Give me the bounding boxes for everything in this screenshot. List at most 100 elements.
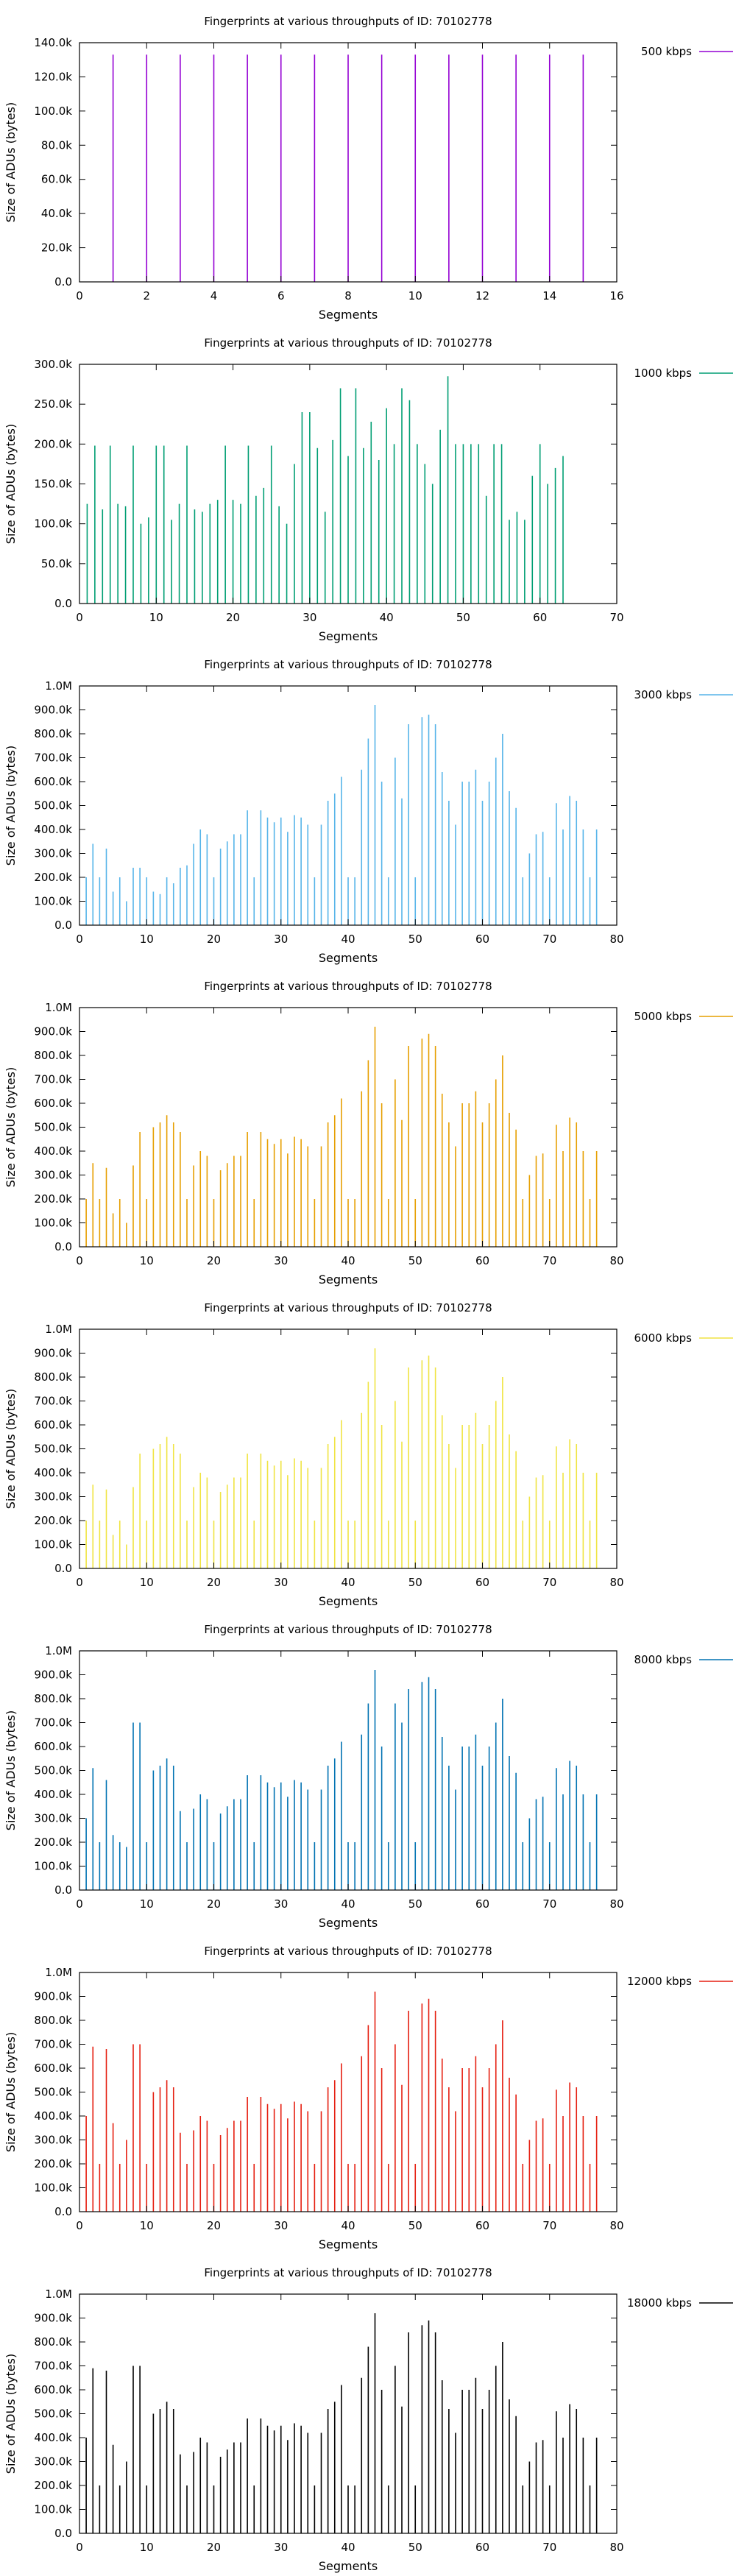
y-tick-label: 500.0k [34,1764,72,1777]
y-tick-label: 1.0M [45,679,72,693]
y-tick-label: 400.0k [34,2431,72,2444]
x-axis-label: Segments [319,951,378,965]
y-tick-label: 900.0k [34,704,72,717]
y-tick-label: 900.0k [34,1669,72,1682]
chart-title: Fingerprints at various throughputs of I… [204,658,492,671]
y-tick-label: 400.0k [34,2109,72,2123]
y-tick-label: 0.0 [54,1883,72,1897]
y-axis-label: Size of ADUs (bytes) [4,2354,18,2474]
y-axis-label: Size of ADUs (bytes) [4,424,18,544]
chart-panel-7: Fingerprints at various throughputs of I… [0,1930,736,2251]
x-tick-label: 10 [140,1897,154,1911]
x-tick-label: 20 [226,611,240,624]
y-tick-label: 600.0k [34,2062,72,2075]
x-tick-label: 0 [76,1576,83,1589]
x-tick-label: 70 [542,2219,556,2232]
x-tick-label: 80 [609,2541,623,2554]
y-tick-label: 900.0k [34,2312,72,2325]
x-tick-label: 30 [302,611,316,624]
x-tick-label: 20 [207,2219,221,2232]
chart-panel-4: Fingerprints at various throughputs of I… [0,965,736,1287]
y-tick-label: 100.0k [34,2182,72,2195]
y-tick-label: 700.0k [34,1395,72,1408]
legend-label: 3000 kbps [634,688,693,701]
x-tick-label: 30 [274,2219,288,2232]
chart-title: Fingerprints at various throughputs of I… [204,980,492,993]
y-tick-label: 700.0k [34,1073,72,1086]
y-tick-label: 700.0k [34,1716,72,1730]
y-tick-label: 200.0k [34,1514,72,1527]
x-tick-label: 80 [609,1254,623,1267]
x-tick-label: 40 [380,611,394,624]
y-tick-label: 100.0k [34,105,72,118]
y-tick-label: 900.0k [34,1025,72,1038]
y-tick-label: 500.0k [34,2086,72,2099]
legend-label: 12000 kbps [627,1975,692,1988]
legend-label: 500 kbps [641,45,692,58]
x-axis-label: Segments [319,2559,378,2573]
chart-panel-2: Fingerprints at various throughputs of I… [0,322,736,643]
x-tick-label: 30 [274,2541,288,2554]
y-axis-label: Size of ADUs (bytes) [4,1067,18,1187]
x-tick-label: 50 [408,2219,422,2232]
y-tick-label: 700.0k [34,2038,72,2051]
x-tick-label: 70 [542,1897,556,1911]
x-tick-label: 20 [207,1576,221,1589]
y-tick-label: 600.0k [34,1740,72,1753]
y-tick-label: 40.0k [41,207,72,220]
x-axis-label: Segments [319,629,378,643]
x-tick-label: 0 [76,2219,83,2232]
chart-title: Fingerprints at various throughputs of I… [204,2266,492,2279]
x-tick-label: 70 [609,611,623,624]
x-tick-label: 0 [76,289,83,302]
x-axis-label: Segments [319,1916,378,1930]
y-tick-label: 50.0k [41,557,72,570]
y-tick-label: 1.0M [45,1644,72,1657]
x-tick-label: 60 [475,933,489,946]
x-tick-label: 10 [140,2541,154,2554]
x-tick-label: 10 [140,2219,154,2232]
y-tick-label: 0.0 [54,2205,72,2218]
y-tick-label: 0.0 [54,919,72,932]
x-tick-label: 50 [408,933,422,946]
x-tick-label: 10 [140,1576,154,1589]
y-tick-label: 0.0 [54,597,72,610]
y-tick-label: 900.0k [34,1990,72,2003]
x-tick-label: 80 [609,2219,623,2232]
y-tick-label: 300.0k [34,2134,72,2147]
y-tick-label: 600.0k [34,2383,72,2396]
y-axis-label: Size of ADUs (bytes) [4,102,18,222]
x-tick-label: 0 [76,1897,83,1911]
chart-5000kbps: Fingerprints at various throughputs of I… [4,980,733,1287]
x-tick-label: 40 [341,1254,355,1267]
x-tick-label: 4 [210,289,218,302]
x-tick-label: 6 [277,289,285,302]
y-tick-label: 0.0 [54,275,72,289]
y-tick-label: 200.0k [34,1836,72,1849]
x-tick-label: 0 [76,1254,83,1267]
y-axis-label: Size of ADUs (bytes) [4,1710,18,1830]
x-tick-label: 40 [341,1897,355,1911]
chart-panel-5: Fingerprints at various throughputs of I… [0,1287,736,1608]
bars [112,54,584,282]
y-tick-label: 250.0k [34,397,72,411]
x-tick-label: 40 [341,2541,355,2554]
chart-panel-8: Fingerprints at various throughputs of I… [0,2251,736,2573]
x-tick-label: 16 [609,289,623,302]
chart-title: Fingerprints at various throughputs of I… [204,15,492,28]
x-tick-label: 60 [475,2541,489,2554]
x-axis-label: Segments [319,1594,378,1608]
y-tick-label: 800.0k [34,1049,72,1062]
y-tick-label: 80.0k [41,138,72,152]
x-tick-label: 30 [274,1897,288,1911]
y-tick-label: 120.0k [34,70,72,83]
chart-6000kbps: Fingerprints at various throughputs of I… [4,1301,733,1608]
y-tick-label: 700.0k [34,751,72,765]
x-tick-label: 10 [149,611,163,624]
y-tick-label: 800.0k [34,1370,72,1384]
y-tick-label: 200.0k [34,871,72,884]
x-tick-label: 60 [475,1254,489,1267]
legend-label: 6000 kbps [634,1331,693,1345]
x-tick-label: 20 [207,1897,221,1911]
